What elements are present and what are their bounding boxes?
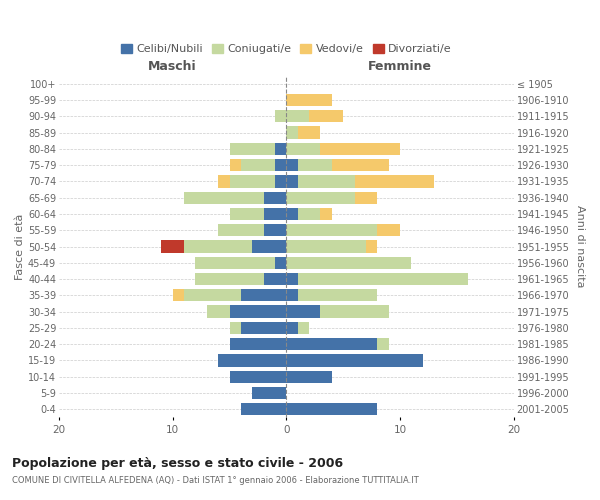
Bar: [252, 387, 286, 399]
Bar: [275, 176, 286, 188]
Bar: [230, 208, 263, 220]
Bar: [218, 224, 263, 236]
Bar: [366, 240, 377, 252]
Bar: [286, 126, 298, 138]
Bar: [286, 192, 355, 204]
Bar: [355, 176, 434, 188]
Text: COMUNE DI CIVITELLA ALFEDENA (AQ) - Dati ISTAT 1° gennaio 2006 - Elaborazione TU: COMUNE DI CIVITELLA ALFEDENA (AQ) - Dati…: [12, 476, 419, 485]
Bar: [230, 322, 241, 334]
Bar: [355, 192, 377, 204]
Bar: [161, 240, 184, 252]
Bar: [252, 240, 286, 252]
Bar: [286, 94, 332, 106]
Bar: [173, 289, 184, 302]
Bar: [275, 110, 286, 122]
Bar: [218, 176, 230, 188]
Text: Maschi: Maschi: [148, 60, 197, 73]
Legend: Celibi/Nubili, Coniugati/e, Vedovi/e, Divorziati/e: Celibi/Nubili, Coniugati/e, Vedovi/e, Di…: [118, 40, 455, 58]
Bar: [230, 159, 241, 171]
Bar: [218, 354, 286, 366]
Bar: [184, 289, 241, 302]
Bar: [377, 224, 400, 236]
Bar: [298, 208, 320, 220]
Bar: [286, 143, 320, 155]
Y-axis label: Anni di nascita: Anni di nascita: [575, 206, 585, 288]
Bar: [286, 208, 298, 220]
Bar: [184, 240, 252, 252]
Bar: [286, 370, 332, 383]
Bar: [320, 306, 389, 318]
Bar: [263, 273, 286, 285]
Bar: [275, 159, 286, 171]
Bar: [286, 256, 412, 269]
Bar: [230, 143, 275, 155]
Bar: [286, 322, 298, 334]
Bar: [309, 110, 343, 122]
Bar: [298, 126, 320, 138]
Bar: [196, 256, 275, 269]
Bar: [275, 256, 286, 269]
Bar: [332, 159, 389, 171]
Bar: [286, 289, 298, 302]
Bar: [230, 338, 286, 350]
Bar: [275, 143, 286, 155]
Bar: [298, 273, 469, 285]
Bar: [298, 289, 377, 302]
Bar: [286, 273, 298, 285]
Bar: [263, 224, 286, 236]
Text: Femmine: Femmine: [368, 60, 432, 73]
Bar: [286, 176, 298, 188]
Bar: [230, 176, 275, 188]
Text: Popolazione per età, sesso e stato civile - 2006: Popolazione per età, sesso e stato civil…: [12, 458, 343, 470]
Bar: [196, 273, 263, 285]
Bar: [286, 240, 366, 252]
Bar: [320, 143, 400, 155]
Bar: [286, 354, 423, 366]
Bar: [286, 306, 320, 318]
Bar: [263, 208, 286, 220]
Bar: [286, 159, 298, 171]
Bar: [298, 159, 332, 171]
Bar: [263, 192, 286, 204]
Bar: [286, 110, 309, 122]
Bar: [230, 370, 286, 383]
Bar: [184, 192, 263, 204]
Bar: [286, 403, 377, 415]
Bar: [207, 306, 230, 318]
Bar: [286, 338, 377, 350]
Bar: [298, 322, 309, 334]
Bar: [241, 159, 275, 171]
Bar: [320, 208, 332, 220]
Y-axis label: Fasce di età: Fasce di età: [15, 214, 25, 280]
Bar: [241, 403, 286, 415]
Bar: [377, 338, 389, 350]
Bar: [241, 289, 286, 302]
Bar: [230, 306, 286, 318]
Bar: [286, 224, 377, 236]
Bar: [298, 176, 355, 188]
Bar: [241, 322, 286, 334]
